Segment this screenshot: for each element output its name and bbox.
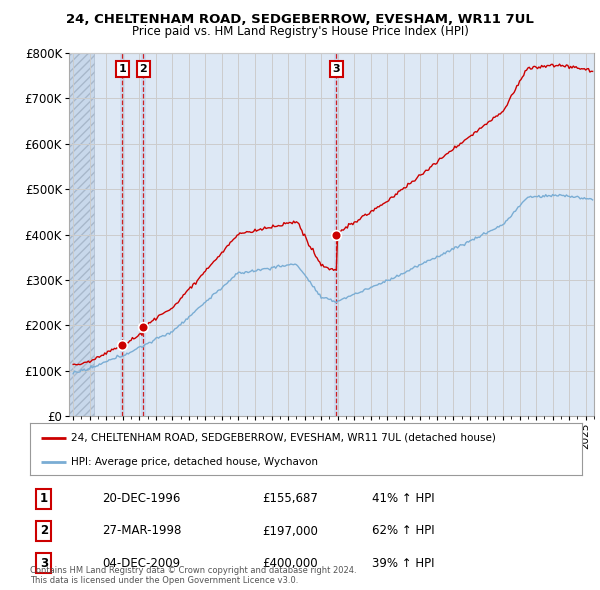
- Bar: [69, 53, 94, 416]
- Bar: [69, 53, 94, 416]
- Text: 04-DEC-2009: 04-DEC-2009: [102, 556, 180, 569]
- Text: 2: 2: [139, 64, 147, 74]
- Text: 3: 3: [40, 556, 48, 569]
- Text: 24, CHELTENHAM ROAD, SEDGEBERROW, EVESHAM, WR11 7UL: 24, CHELTENHAM ROAD, SEDGEBERROW, EVESHA…: [66, 13, 534, 26]
- Text: Contains HM Land Registry data © Crown copyright and database right 2024.
This d: Contains HM Land Registry data © Crown c…: [30, 566, 356, 585]
- Text: HPI: Average price, detached house, Wychavon: HPI: Average price, detached house, Wych…: [71, 457, 319, 467]
- Bar: [141, 53, 146, 416]
- Text: £155,687: £155,687: [262, 493, 318, 506]
- Text: 39% ↑ HPI: 39% ↑ HPI: [372, 556, 435, 569]
- Bar: [334, 53, 339, 416]
- Text: 62% ↑ HPI: 62% ↑ HPI: [372, 525, 435, 537]
- Text: £197,000: £197,000: [262, 525, 318, 537]
- Text: £400,000: £400,000: [262, 556, 317, 569]
- Text: Price paid vs. HM Land Registry's House Price Index (HPI): Price paid vs. HM Land Registry's House …: [131, 25, 469, 38]
- Text: 2: 2: [40, 525, 48, 537]
- Text: 1: 1: [40, 493, 48, 506]
- Text: 3: 3: [332, 64, 340, 74]
- Bar: [120, 53, 125, 416]
- Text: 1: 1: [118, 64, 126, 74]
- Text: 41% ↑ HPI: 41% ↑ HPI: [372, 493, 435, 506]
- Text: 27-MAR-1998: 27-MAR-1998: [102, 525, 181, 537]
- Text: 24, CHELTENHAM ROAD, SEDGEBERROW, EVESHAM, WR11 7UL (detached house): 24, CHELTENHAM ROAD, SEDGEBERROW, EVESHA…: [71, 432, 496, 442]
- Text: 20-DEC-1996: 20-DEC-1996: [102, 493, 180, 506]
